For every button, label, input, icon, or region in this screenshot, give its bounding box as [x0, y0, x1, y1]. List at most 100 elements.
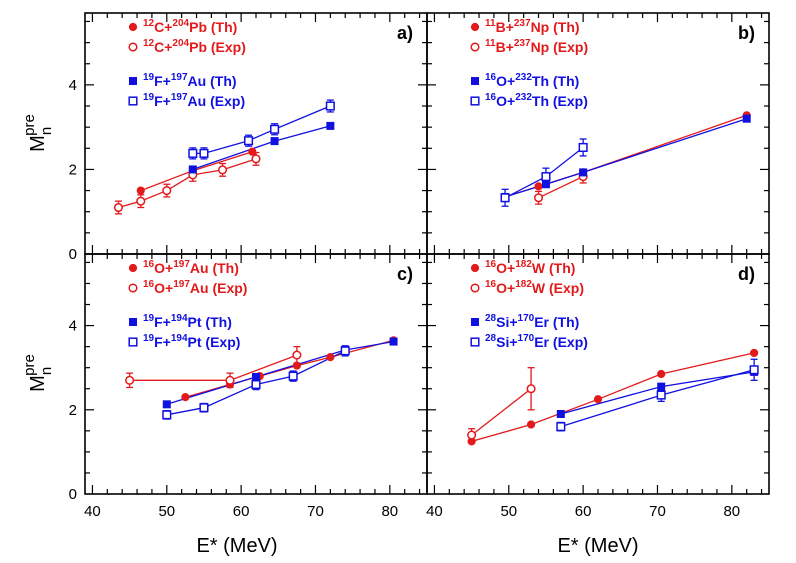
data-point	[162, 400, 171, 409]
legend-text-part: 237	[514, 38, 531, 49]
legend-text-part: 16	[485, 92, 497, 103]
y-axis-title: Mnpre	[21, 114, 55, 152]
legend-text-part: 19	[143, 333, 155, 344]
data-point	[270, 137, 279, 146]
data-point	[656, 390, 666, 400]
legend-entry: 19F+194Pt (Th)	[143, 313, 232, 330]
legend-text-part: O+	[496, 260, 515, 276]
legend-text-part: 204	[172, 38, 189, 49]
panel-label: b)	[738, 23, 755, 43]
series-line	[471, 352, 755, 443]
legend-text-part: F+	[154, 334, 171, 350]
legend-text-part: B+	[496, 19, 514, 35]
x-tick-label: 70	[307, 503, 324, 520]
legend-marker	[129, 318, 137, 326]
legend-marker	[470, 42, 480, 52]
legend-text-part: B+	[496, 39, 514, 55]
y-label-main: M	[27, 135, 49, 152]
x-tick-label: 80	[723, 503, 740, 520]
data-point	[288, 371, 298, 381]
data-point	[248, 147, 257, 156]
legend-text-part: (Exp)	[206, 93, 245, 109]
data-point	[467, 430, 477, 440]
x-tick-label: 60	[233, 503, 250, 520]
legend-text-part: Np	[531, 39, 550, 55]
legend-text-part: (Exp)	[202, 334, 241, 350]
x-axis-title: E* (MeV)	[557, 535, 638, 557]
series-line	[166, 340, 394, 405]
data-point	[251, 379, 261, 390]
data-point	[340, 346, 350, 356]
legend-text-part: 197	[171, 92, 188, 103]
y-axis-title: Mnpre	[21, 354, 55, 392]
legend-marker	[471, 318, 479, 326]
data-point	[292, 361, 301, 370]
data-point	[113, 202, 124, 213]
data-point	[593, 395, 603, 404]
data-point	[657, 382, 666, 391]
legend-text-part: (Th)	[209, 260, 239, 276]
y-label-sub: n	[38, 127, 55, 135]
data-point	[657, 369, 666, 379]
legend-entry: 12C+204Pb (Exp)	[143, 38, 246, 55]
legend-text-part: 16	[143, 259, 155, 270]
data-point	[292, 350, 302, 360]
legend-marker	[470, 96, 480, 106]
legend-text-part: Au	[190, 280, 209, 296]
legend-entry: 16O+232Th (Exp)	[485, 92, 588, 109]
legend-text-part: 204	[172, 18, 189, 29]
data-point	[500, 193, 510, 203]
legend-text-part: 237	[514, 18, 531, 29]
legend-text-part: 194	[171, 313, 188, 324]
data-point	[742, 114, 751, 123]
y-tick-label: 2	[69, 161, 77, 178]
y-label-sub: n	[38, 367, 55, 375]
data-point	[326, 121, 335, 130]
legend-text-part: 16	[485, 279, 497, 290]
y-tick-label: 4	[69, 318, 77, 335]
data-point	[136, 186, 145, 195]
legend-entry: 11B+237Np (Th)	[485, 18, 580, 35]
legend-text-part: 16	[485, 259, 497, 270]
legend-text-part: F+	[154, 73, 171, 89]
data-point	[325, 101, 335, 111]
x-tick-label: 40	[84, 503, 101, 520]
legend-entry: 16O+197Au (Exp)	[143, 279, 247, 296]
legend-text-part: 28	[485, 333, 497, 344]
x-tick-label: 60	[575, 503, 592, 520]
legend-marker	[470, 22, 480, 32]
legend-text-part: 182	[515, 279, 532, 290]
legend-text-part: W	[532, 260, 546, 276]
legend-text-part: (Th)	[549, 73, 579, 89]
legend-text-part: 170	[518, 333, 535, 344]
legend-text-part: Pb	[189, 19, 207, 35]
x-tick-label: 50	[158, 503, 175, 520]
legend-entry: 16O+182W (Exp)	[485, 279, 584, 296]
legend-text-part: C+	[154, 19, 172, 35]
legend-text-part: O+	[154, 280, 173, 296]
data-point	[533, 193, 544, 203]
series-line	[192, 125, 331, 171]
legend-text-part: 182	[515, 259, 532, 270]
y-axis-title-text: Mnpre	[21, 354, 55, 392]
legend-entry: 19F+197Au (Exp)	[143, 92, 245, 109]
legend-text-part: Pb	[189, 39, 207, 55]
legend-text-part: Th	[532, 93, 549, 109]
data-point	[526, 384, 536, 394]
legend-text-part: O+	[496, 280, 515, 296]
panel-d: 40 50 60 70 80d)16O+182W (Th)16O+182W (Exp)2…	[426, 253, 770, 520]
panel-label: c)	[397, 264, 413, 284]
legend-marker	[128, 42, 138, 52]
data-point	[579, 168, 588, 177]
legend-text-part: Pt	[188, 314, 202, 330]
legend-text-part: (Exp)	[549, 334, 588, 350]
data-point	[125, 375, 135, 385]
legend-text-part: (Exp)	[545, 280, 584, 296]
panel-label: d)	[738, 264, 755, 284]
legend-text-part: Th	[532, 73, 549, 89]
data-point	[526, 420, 536, 429]
legend-text-part: (Th)	[206, 73, 236, 89]
y-tick-label: 0	[69, 486, 77, 503]
